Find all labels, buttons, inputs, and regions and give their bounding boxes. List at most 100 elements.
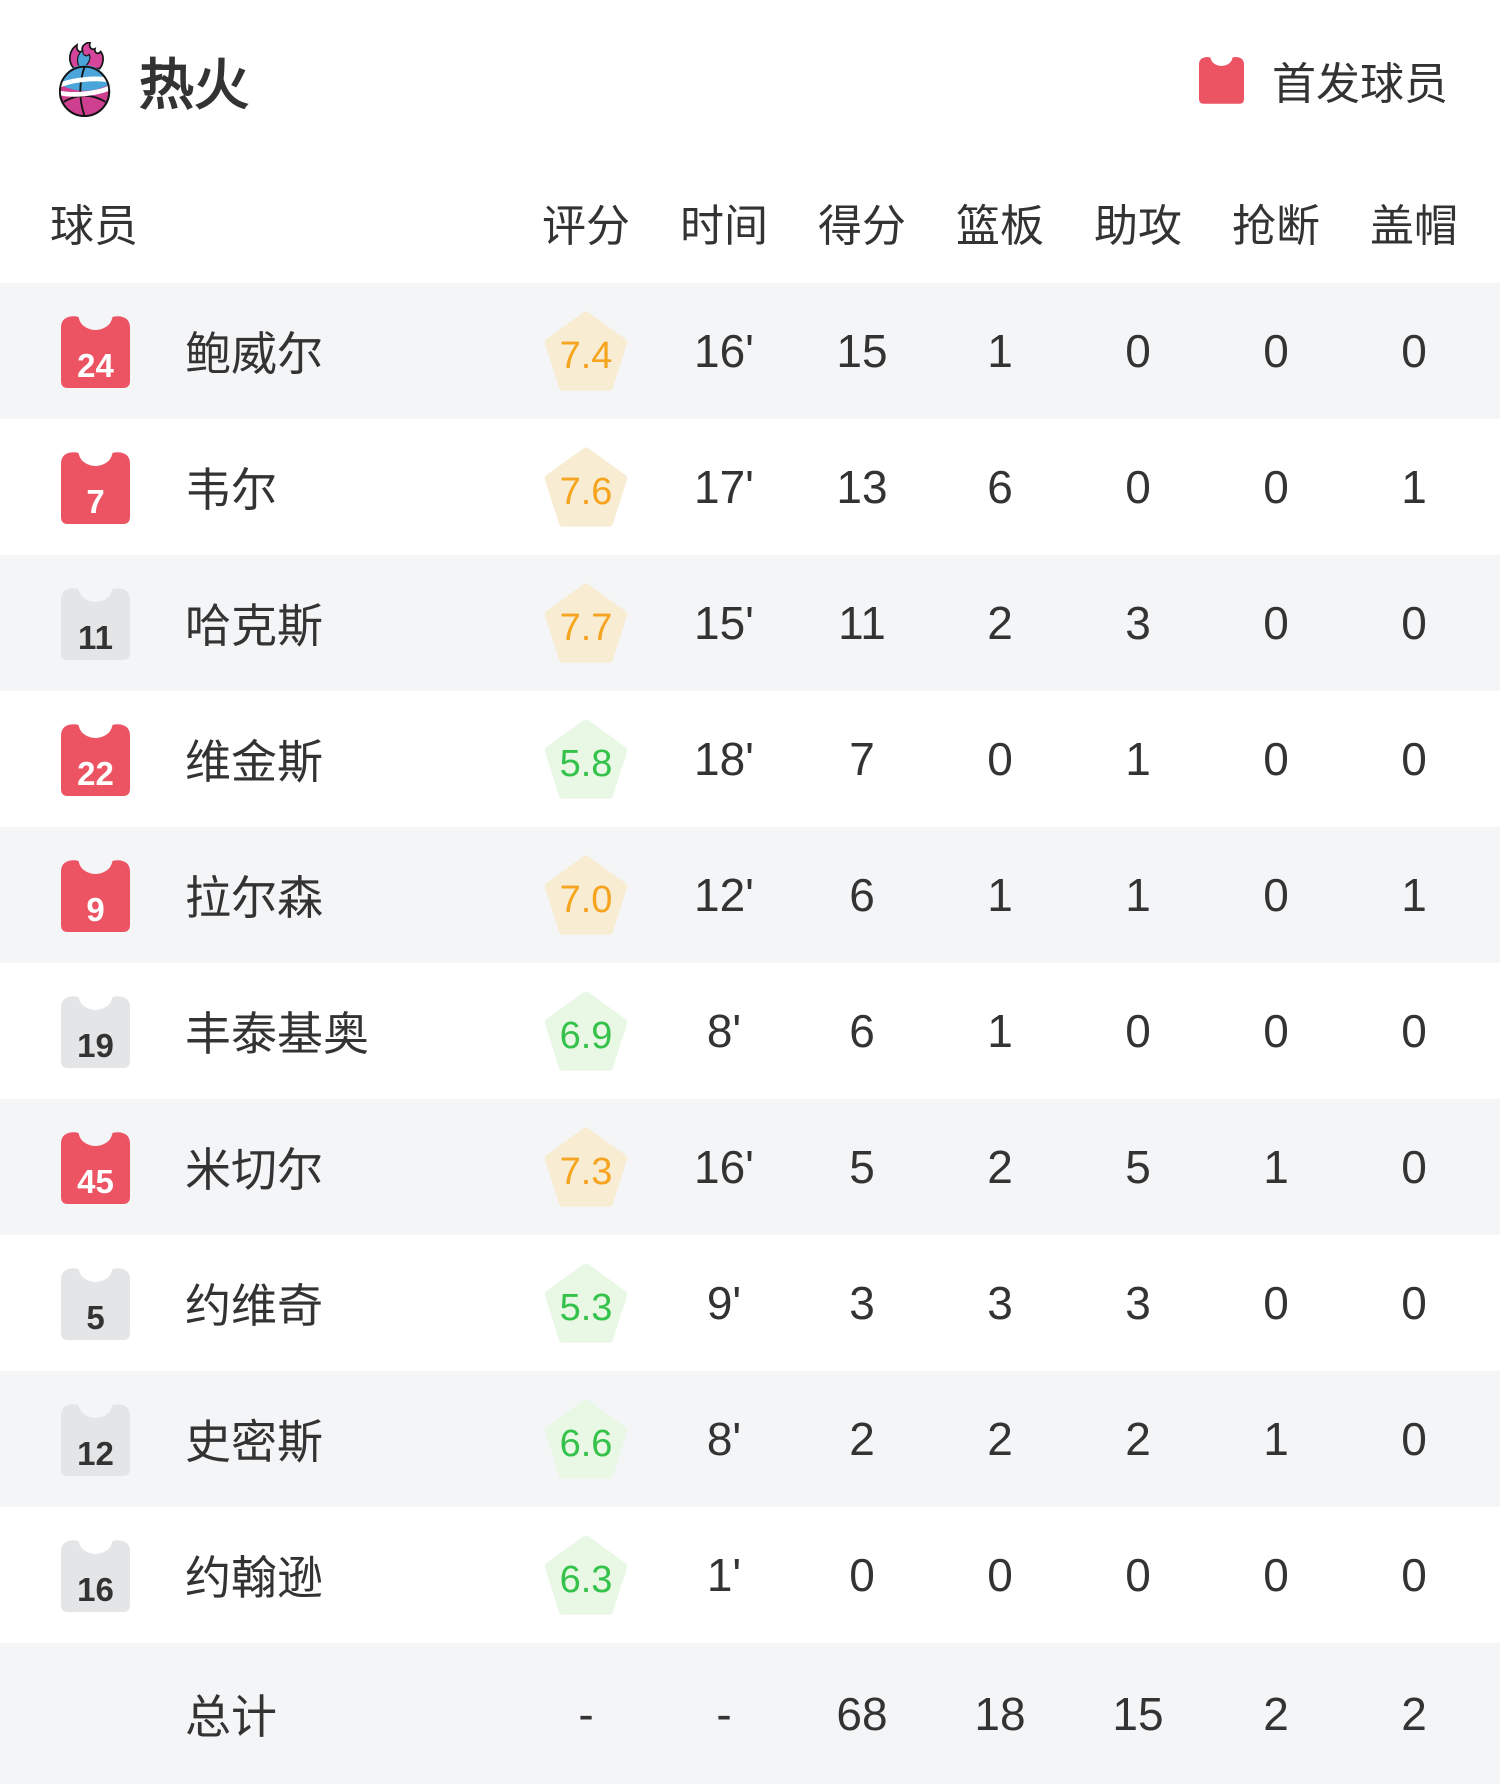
stat-steals: 0 bbox=[1263, 733, 1289, 785]
rating-badge: 6.3 bbox=[544, 1535, 628, 1615]
rating-cell: 5.8 bbox=[517, 719, 655, 799]
column-points: 得分 bbox=[818, 201, 906, 251]
rating-badge: 5.3 bbox=[544, 1263, 628, 1343]
player-row[interactable]: 5 约维奇 5.3 9' 3 3 3 0 0 bbox=[0, 1235, 1500, 1371]
rating-badge: 7.7 bbox=[544, 583, 628, 663]
stat-assists: 3 bbox=[1125, 597, 1151, 649]
jersey-number: 16 bbox=[77, 1571, 114, 1608]
player-name: 哈克斯 bbox=[185, 600, 323, 652]
player-row[interactable]: 11 哈克斯 7.7 15' 11 2 3 0 0 bbox=[0, 555, 1500, 691]
stat-time: 9' bbox=[706, 1277, 742, 1329]
stat-assists: 0 bbox=[1125, 461, 1151, 513]
player-row[interactable]: 24 鲍威尔 7.4 16' 15 1 0 0 0 bbox=[0, 283, 1500, 419]
pentagon-icon bbox=[544, 991, 628, 1071]
jersey-icon: 19 bbox=[61, 995, 130, 1068]
rating-cell: 6.6 bbox=[517, 1399, 655, 1479]
stat-blocks: 0 bbox=[1401, 733, 1427, 785]
column-rating: 评分 bbox=[542, 201, 630, 251]
total-row: 总计 - - 68 18 15 2 2 bbox=[0, 1643, 1500, 1784]
stat-points: 13 bbox=[836, 461, 888, 513]
stat-blocks: 0 bbox=[1401, 1413, 1427, 1465]
rating-badge: 7.6 bbox=[544, 447, 628, 527]
column-player: 球员 bbox=[50, 201, 138, 251]
rating-cell: 5.3 bbox=[517, 1263, 655, 1343]
stat-points: 3 bbox=[849, 1277, 875, 1329]
rating-value: 6.9 bbox=[559, 1014, 613, 1057]
pentagon-icon bbox=[544, 1127, 628, 1207]
jersey-number: 22 bbox=[77, 755, 114, 792]
player-row[interactable]: 7 韦尔 7.6 17' 13 6 0 0 1 bbox=[0, 419, 1500, 555]
player-row[interactable]: 16 约翰逊 6.3 1' 0 0 0 0 0 bbox=[0, 1507, 1500, 1643]
player-row[interactable]: 9 拉尔森 7.0 12' 6 1 1 0 1 bbox=[0, 827, 1500, 963]
stat-points: 11 bbox=[838, 597, 886, 649]
stat-steals: 0 bbox=[1263, 1549, 1289, 1601]
jersey-icon: 11 bbox=[61, 587, 130, 660]
total-steals: 2 bbox=[1263, 1687, 1289, 1740]
team-logo-icon bbox=[58, 42, 113, 117]
stat-assists: 5 bbox=[1125, 1141, 1151, 1193]
rating-cell: 7.3 bbox=[517, 1127, 655, 1207]
jersey-number: 45 bbox=[77, 1163, 114, 1200]
rating-badge: 6.9 bbox=[544, 991, 628, 1071]
stat-steals: 1 bbox=[1263, 1141, 1289, 1193]
player-name: 拉尔森 bbox=[185, 872, 323, 924]
stat-time: 8' bbox=[706, 1005, 742, 1057]
rating-badge: 7.4 bbox=[544, 311, 628, 391]
stat-time: 16' bbox=[694, 325, 754, 377]
stat-rebounds: 2 bbox=[987, 1141, 1013, 1193]
rating-cell: 6.3 bbox=[517, 1535, 655, 1615]
stat-assists: 1 bbox=[1125, 869, 1151, 921]
player-row[interactable]: 22 维金斯 5.8 18' 7 0 1 0 0 bbox=[0, 691, 1500, 827]
total-time: - bbox=[716, 1687, 732, 1740]
starter-jersey-icon bbox=[1199, 57, 1244, 104]
jersey-number: 19 bbox=[77, 1027, 114, 1064]
player-row[interactable]: 12 史密斯 6.6 8' 2 2 2 1 0 bbox=[0, 1371, 1500, 1507]
stat-rebounds: 1 bbox=[987, 1005, 1013, 1057]
stat-assists: 0 bbox=[1125, 325, 1151, 377]
starter-legend: 首发球员 bbox=[1199, 48, 1448, 112]
team-header: 热火 首发球员 bbox=[0, 0, 1500, 160]
stat-steals: 0 bbox=[1263, 869, 1289, 921]
team-name: 热火 bbox=[139, 54, 250, 116]
jersey-icon: 24 bbox=[61, 315, 130, 388]
player-cell: 12 史密斯 bbox=[0, 1403, 517, 1476]
player-name: 米切尔 bbox=[185, 1144, 323, 1196]
stat-blocks: 1 bbox=[1401, 461, 1427, 513]
column-header-row: 球员 评分 时间 得分 篮板 助攻 抢断 盖帽 bbox=[0, 160, 1500, 283]
total-rating: - bbox=[578, 1687, 594, 1740]
stat-steals: 1 bbox=[1263, 1413, 1289, 1465]
rating-value: 5.3 bbox=[559, 1286, 613, 1329]
stat-rebounds: 0 bbox=[987, 733, 1013, 785]
rating-value: 7.3 bbox=[559, 1150, 613, 1193]
rating-value: 6.6 bbox=[559, 1422, 613, 1465]
pentagon-icon bbox=[544, 583, 628, 663]
player-name: 维金斯 bbox=[185, 736, 323, 788]
stat-points: 6 bbox=[849, 1005, 875, 1057]
stat-blocks: 0 bbox=[1401, 597, 1427, 649]
total-points: 68 bbox=[836, 1687, 888, 1740]
total-assists: 15 bbox=[1112, 1687, 1164, 1740]
player-cell: 9 拉尔森 bbox=[0, 859, 517, 932]
stat-time: 16' bbox=[694, 1141, 754, 1193]
player-name: 史密斯 bbox=[185, 1416, 323, 1468]
jersey-icon: 22 bbox=[61, 723, 130, 796]
stat-assists: 2 bbox=[1125, 1413, 1151, 1465]
stat-time: 12' bbox=[694, 869, 754, 921]
pentagon-icon bbox=[544, 1535, 628, 1615]
player-cell: 11 哈克斯 bbox=[0, 587, 517, 660]
stat-steals: 0 bbox=[1263, 461, 1289, 513]
player-row[interactable]: 19 丰泰基奥 6.9 8' 6 1 0 0 0 bbox=[0, 963, 1500, 1099]
jersey-icon: 16 bbox=[61, 1539, 130, 1612]
player-name: 鲍威尔 bbox=[185, 328, 323, 380]
pentagon-icon bbox=[544, 1399, 628, 1479]
rating-value: 7.7 bbox=[559, 606, 613, 649]
stat-blocks: 0 bbox=[1401, 1141, 1427, 1193]
player-cell: 7 韦尔 bbox=[0, 451, 517, 524]
stat-time: 8' bbox=[706, 1413, 742, 1465]
starter-legend-label: 首发球员 bbox=[1272, 60, 1448, 109]
stat-blocks: 0 bbox=[1401, 1549, 1427, 1601]
player-row[interactable]: 45 米切尔 7.3 16' 5 2 5 1 0 bbox=[0, 1099, 1500, 1235]
jersey-number: 7 bbox=[86, 483, 104, 520]
total-blocks: 2 bbox=[1401, 1687, 1427, 1740]
